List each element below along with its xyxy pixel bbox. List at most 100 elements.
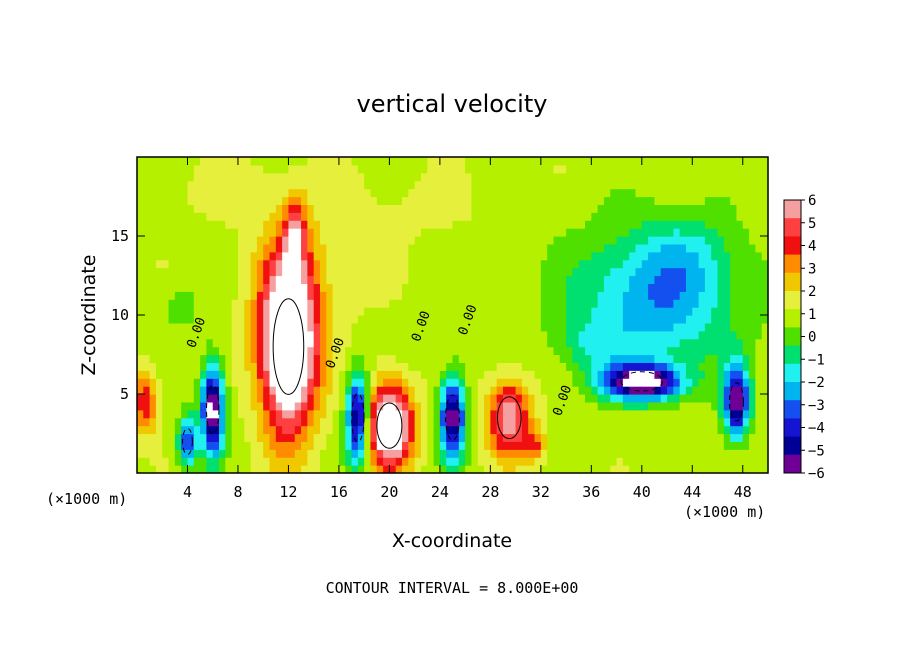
heatmap-cell [237,283,245,292]
heatmap-cell [269,425,277,435]
heatmap-cell [629,228,637,237]
heatmap-cell [730,346,738,356]
heatmap-cell [723,236,731,245]
heatmap-cell [219,409,226,419]
heatmap-cell [603,457,611,466]
heatmap-cell [237,220,245,229]
heatmap-cell [540,172,548,182]
heatmap-cell [717,283,725,292]
heatmap-cell [528,236,536,245]
heatmap-cell [149,417,157,427]
heatmap-cell [553,394,561,403]
heatmap-cell [351,370,359,379]
heatmap-cell [338,457,346,466]
heatmap-cell [168,425,176,435]
heatmap-cell [477,449,485,458]
heatmap-cell [534,283,542,292]
heatmap-cell [206,220,214,229]
heatmap-cell [313,330,321,340]
heatmap-cell [585,433,592,442]
heatmap-cell [174,401,182,411]
heatmap-cell [408,346,416,356]
heatmap-cell [452,259,460,269]
heatmap-cell [471,378,479,387]
heatmap-cell [433,417,441,427]
heatmap-cell [452,338,460,348]
heatmap-cell [578,180,586,190]
heatmap-cell [439,204,447,213]
heatmap-cell [490,425,498,435]
heatmap-cell [717,220,725,229]
heatmap-cell [496,417,504,427]
heatmap-cell [679,172,687,182]
heatmap-cell [471,275,479,284]
heatmap-cell [338,188,346,198]
heatmap-cell [326,354,334,363]
heatmap-cell [477,457,485,466]
heatmap-cell [256,330,264,340]
heatmap-cell [496,172,504,182]
heatmap-cell [332,338,340,348]
heatmap-cell [357,188,365,198]
heatmap-cell [496,204,504,213]
heatmap-cell [484,465,491,474]
heatmap-cell [610,362,618,371]
heatmap-cell [389,409,397,419]
heatmap-cell [534,338,542,348]
heatmap-cell [465,157,473,166]
heatmap-cell [225,338,233,348]
heatmap-cell [692,307,700,316]
heatmap-cell [225,196,233,205]
heatmap-cell [313,228,321,237]
heatmap-cell [667,362,674,371]
heatmap-cell [143,386,151,395]
heatmap-cell [648,157,656,166]
heatmap-cell [187,315,195,324]
heatmap-cell [553,362,561,371]
heatmap-cell [660,417,668,427]
heatmap-cell [137,449,144,458]
heatmap-cell [269,378,277,387]
heatmap-cell [654,259,662,269]
heatmap-cell [648,275,656,284]
heatmap-cell [351,291,359,300]
heatmap-cell [200,307,208,316]
heatmap-cell [402,204,409,213]
heatmap-cell [458,212,466,221]
heatmap-cell [162,196,170,205]
heatmap-cell [458,283,466,292]
heatmap-cell [515,259,523,269]
heatmap-cell [477,299,485,308]
heatmap-cell [237,441,245,450]
heatmap-cell [231,409,239,419]
heatmap-cell [319,243,327,253]
heatmap-cell [231,204,239,213]
heatmap-cell [345,228,353,237]
heatmap-cell [433,251,441,261]
heatmap-cell [547,291,555,300]
heatmap-cell [282,283,290,292]
colorbar-label: 2 [808,284,816,300]
heatmap-cell [711,315,719,324]
heatmap-cell [730,401,738,411]
heatmap-cell [414,346,422,356]
heatmap-cell [698,283,706,292]
heatmap-cell [622,259,630,269]
heatmap-cell [408,433,416,442]
heatmap-cell [364,441,372,450]
heatmap-cell [616,267,624,277]
heatmap-cell [313,251,321,261]
heatmap-cell [566,157,573,166]
heatmap-cell [704,259,712,269]
heatmap-cell [301,172,308,182]
heatmap-cell [282,346,290,356]
heatmap-cell [673,236,681,245]
heatmap-cell [679,322,687,332]
heatmap-cell [200,315,208,324]
heatmap-cell [149,370,157,379]
heatmap-cell [736,157,744,166]
heatmap-cell [654,394,662,403]
heatmap-cell [521,362,529,371]
heatmap-cell [477,188,485,198]
heatmap-cell [711,267,719,277]
